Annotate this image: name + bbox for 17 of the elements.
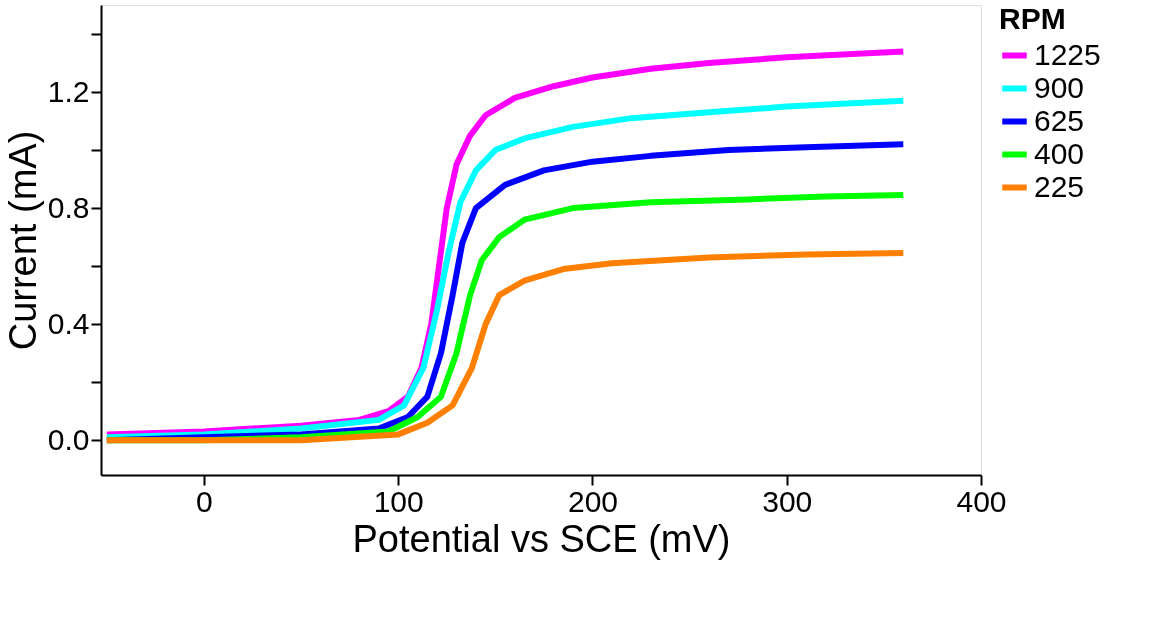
legend-label: 625 xyxy=(1034,103,1085,137)
y-axis-title: Current (mA) xyxy=(1,130,44,351)
x-tick-label: 300 xyxy=(762,484,813,518)
x-tick-label: 0 xyxy=(196,484,213,518)
legend-title: RPM xyxy=(999,2,1066,35)
legend-label: 400 xyxy=(1034,136,1085,170)
legend-label: 1225 xyxy=(1034,37,1101,71)
y-tick-label: 1.2 xyxy=(47,74,90,108)
legend-label: 900 xyxy=(1034,70,1085,104)
y-tick-label: 0.0 xyxy=(47,422,90,456)
x-tick-label: 200 xyxy=(567,484,619,518)
x-tick-label: 100 xyxy=(373,484,424,518)
legend-label: 225 xyxy=(1034,169,1085,203)
y-tick-label: 0.8 xyxy=(47,190,90,224)
x-tick-label: 400 xyxy=(956,484,1007,518)
y-tick-label: 0.4 xyxy=(47,306,90,340)
x-axis-title: Potential vs SCE (mV) xyxy=(352,517,731,560)
